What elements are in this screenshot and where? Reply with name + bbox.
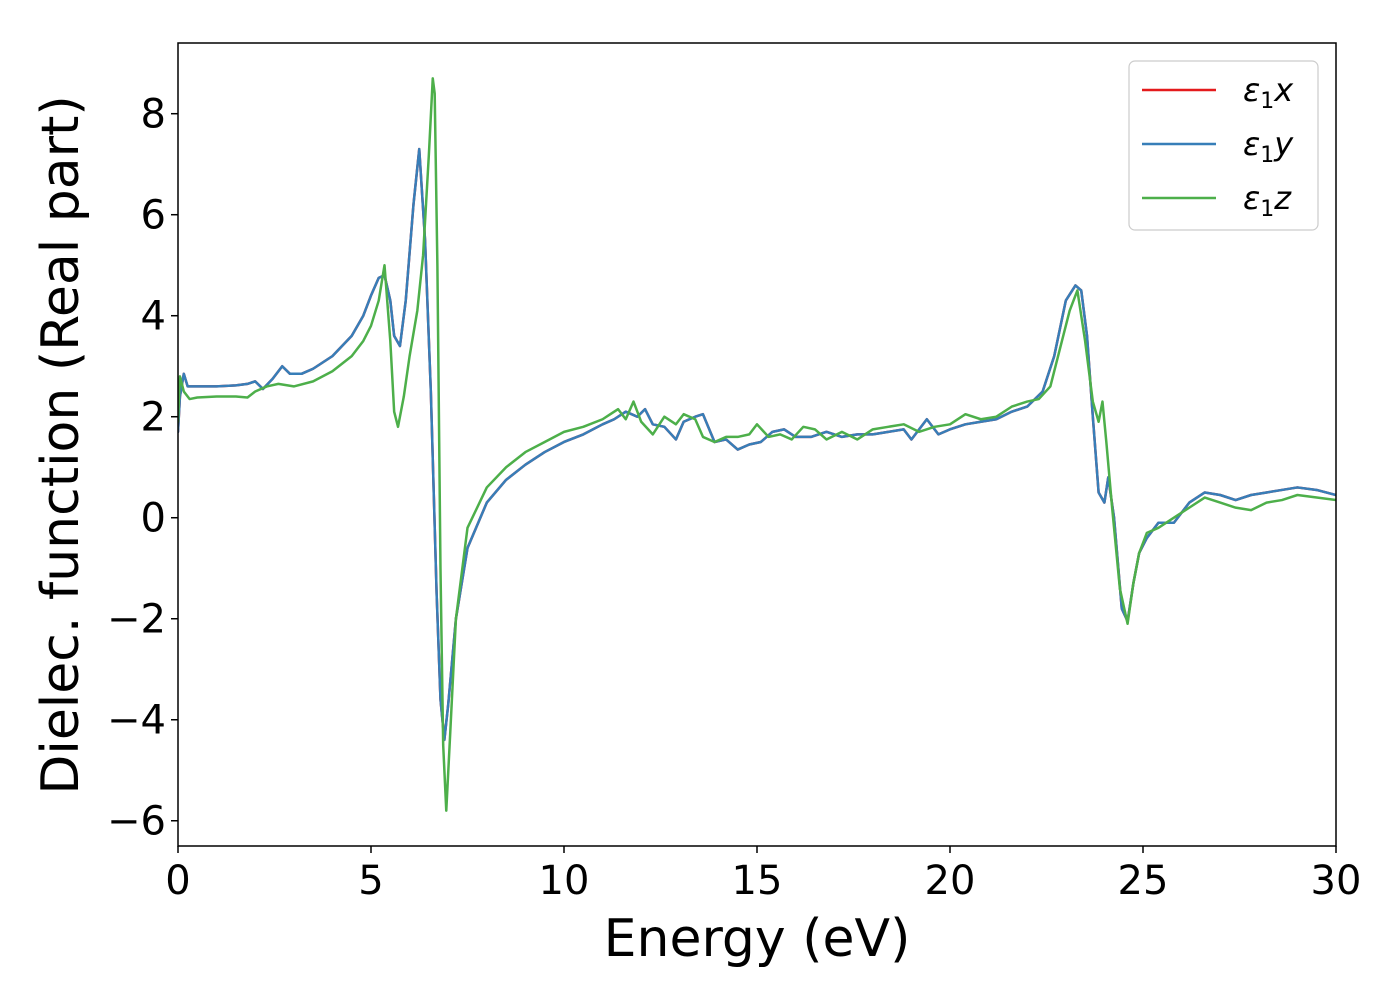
series-layer <box>178 77 1336 812</box>
legend-box <box>1128 60 1319 231</box>
x-tick-label: 0 <box>165 858 190 904</box>
x-tick-label: 10 <box>539 858 590 904</box>
x-tick-label: 30 <box>1311 858 1362 904</box>
y-tick-label: 2 <box>141 395 166 441</box>
y-tick-label: −2 <box>107 597 166 643</box>
x-tick-label: 5 <box>358 858 383 904</box>
series-line-z <box>178 77 1336 812</box>
legend-label: ε1x <box>1243 71 1294 114</box>
y-tick-label: 4 <box>141 294 166 340</box>
x-tick-label: 15 <box>732 858 783 904</box>
y-tick-label: −4 <box>107 698 166 744</box>
y-tick-label: 0 <box>141 496 166 542</box>
y-axis-label: Dielec. function (Real part) <box>31 95 91 794</box>
legend-label: ε1z <box>1243 179 1292 222</box>
x-axis: 0 5 10 15 20 25 30 <box>165 846 1361 904</box>
y-tick-label: 6 <box>141 193 166 239</box>
x-axis-label: Energy (eV) <box>604 909 911 969</box>
legend-label: ε1y <box>1243 125 1294 168</box>
x-tick-label: 20 <box>925 858 976 904</box>
y-tick-label: 8 <box>141 92 166 138</box>
y-tick-label: −6 <box>107 799 166 845</box>
y-axis: −6 −4 −2 0 2 4 6 8 <box>107 92 178 845</box>
legend: ε1x ε1y ε1z <box>1128 60 1319 231</box>
x-tick-label: 25 <box>1118 858 1169 904</box>
